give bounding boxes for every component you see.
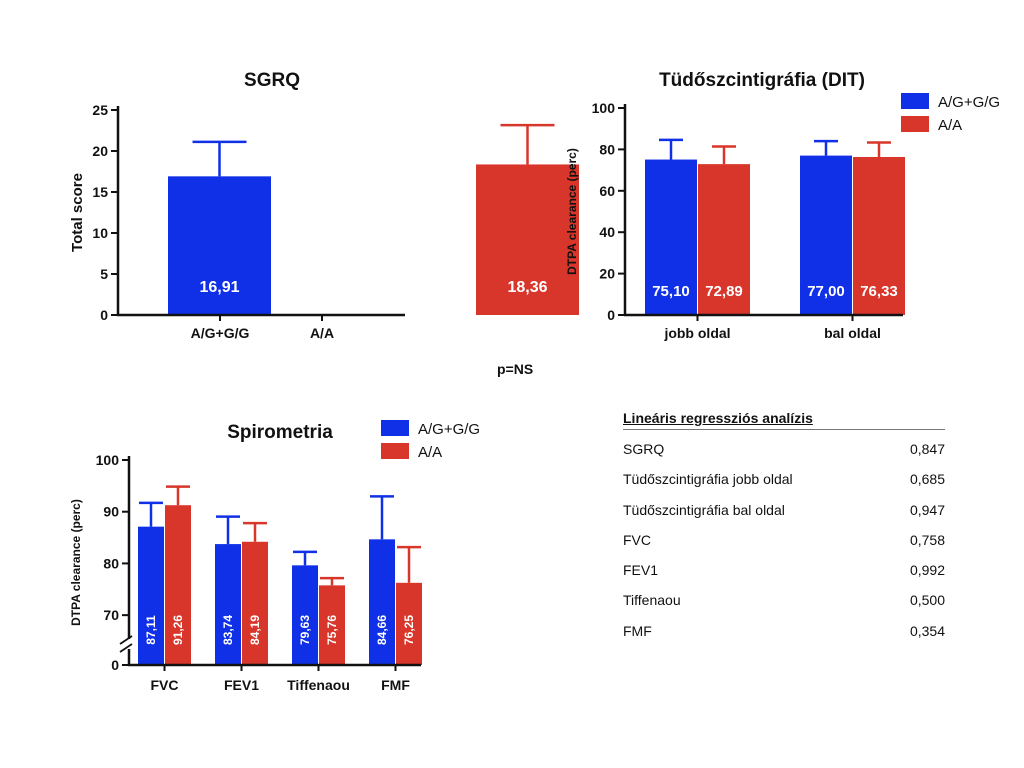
bar (396, 582, 422, 665)
regression-row: Tüdőszcintigráfia bal oldal 0,947 (623, 495, 945, 525)
category-label: FMF (381, 677, 410, 693)
data-label: 76,33 (860, 283, 898, 300)
category-label: A/G+G/G (191, 325, 250, 341)
y-tick-label: 100 (592, 100, 616, 116)
data-label: 72,89 (705, 283, 743, 300)
regression-value: 0,354 (909, 622, 945, 639)
bar (476, 164, 579, 315)
bar (242, 541, 268, 665)
data-label: 84,66 (375, 615, 389, 645)
y-tick-label: 15 (92, 184, 108, 200)
regression-table: Lineáris regressziós analízis SGRQ 0,847… (623, 410, 945, 646)
bar (165, 505, 191, 665)
data-label: 76,25 (402, 615, 416, 645)
regression-row: SGRQ 0,847 (623, 434, 945, 464)
legend-swatch (901, 116, 929, 132)
y-axis-label: Total score (69, 173, 86, 252)
chart-title: Tüdőszcintigráfia (DIT) (659, 70, 865, 91)
y-tick-label: 80 (599, 141, 615, 157)
legend-label: A/G+G/G (938, 94, 1000, 111)
axis-break-gap (123, 639, 135, 649)
legend-swatch (381, 443, 409, 459)
category-label: bal oldal (824, 325, 881, 341)
bar (853, 156, 905, 315)
y-tick-label: 0 (607, 307, 615, 323)
chart-title: Spirometria (227, 422, 333, 443)
data-label: 91,26 (171, 615, 185, 645)
regression-row: FEV1 0,992 (623, 555, 945, 585)
y-axis-label: DTPA clearance (perc) (565, 148, 579, 275)
bar (292, 565, 318, 665)
regression-value: 0,685 (909, 471, 945, 488)
regression-label: Tiffenaou (623, 592, 681, 609)
bar (698, 164, 750, 315)
legend-label: A/A (418, 444, 442, 461)
data-label: 83,74 (221, 615, 235, 645)
data-label: 16,91 (199, 279, 239, 296)
bar (800, 155, 852, 315)
regression-label: SGRQ (623, 441, 665, 457)
p-value-label: p=NS (497, 361, 534, 377)
data-label: 87,11 (144, 615, 158, 645)
y-tick-label: 10 (92, 225, 108, 241)
data-label: 18,36 (507, 279, 547, 296)
y-tick-label: 90 (103, 504, 119, 520)
regression-label: Tüdőszcintigráfia bal oldal (623, 501, 785, 518)
regression-value: 0,992 (909, 562, 945, 579)
chart-title: SGRQ (244, 70, 300, 91)
legend-label: A/G+G/G (418, 421, 480, 438)
regression-row: FVC 0,758 (623, 525, 945, 555)
bar (645, 159, 697, 315)
regression-label: FEV1 (623, 562, 659, 579)
regression-row: Tiffenaou 0,500 (623, 585, 945, 615)
data-label: 75,10 (652, 283, 690, 300)
regression-title: Lineáris regressziós analízis (623, 410, 945, 430)
y-tick-label: 25 (92, 102, 108, 118)
bar (138, 526, 164, 665)
regression-label: Tüdőszcintigráfia jobb oldal (623, 471, 793, 488)
y-tick-label: 70 (103, 607, 119, 623)
regression-row: FMF 0,354 (623, 616, 945, 646)
category-label: A/A (310, 325, 334, 341)
y-tick-label: 80 (103, 555, 119, 571)
data-label: 75,76 (325, 615, 339, 645)
axis-break-mark (119, 643, 133, 653)
y-tick-label: 60 (599, 183, 615, 199)
regression-value: 0,758 (909, 531, 945, 548)
y-tick-label: 100 (96, 452, 120, 468)
category-label: FVC (151, 677, 179, 693)
legend-label: A/A (938, 117, 962, 134)
regression-label: FVC (623, 531, 651, 548)
regression-value: 0,500 (909, 592, 945, 609)
y-tick-label: 5 (100, 266, 108, 282)
regression-row: Tüdőszcintigráfia jobb oldal 0,685 (623, 464, 945, 494)
category-label: Tiffenaou (287, 677, 350, 693)
axis-break-mark (119, 635, 133, 645)
y-tick-label: 40 (599, 224, 615, 240)
legend-swatch (381, 420, 409, 436)
y-axis-label: DTPA clearance (perc) (69, 499, 83, 626)
bar (319, 585, 345, 665)
y-tick-label: 0 (111, 657, 119, 673)
category-label: jobb oldal (663, 325, 730, 341)
y-tick-label: 20 (599, 266, 615, 282)
regression-value: 0,847 (909, 441, 945, 457)
category-label: FEV1 (224, 677, 259, 693)
bar (168, 176, 271, 315)
bar (369, 539, 395, 665)
legend-swatch (901, 93, 929, 109)
regression-label: FMF (623, 622, 652, 639)
data-label: 84,19 (248, 615, 262, 645)
bar (215, 544, 241, 665)
data-label: 77,00 (807, 283, 845, 300)
y-tick-label: 20 (92, 143, 108, 159)
y-tick-label: 0 (100, 307, 108, 323)
regression-value: 0,947 (909, 501, 945, 518)
data-label: 79,63 (298, 615, 312, 645)
